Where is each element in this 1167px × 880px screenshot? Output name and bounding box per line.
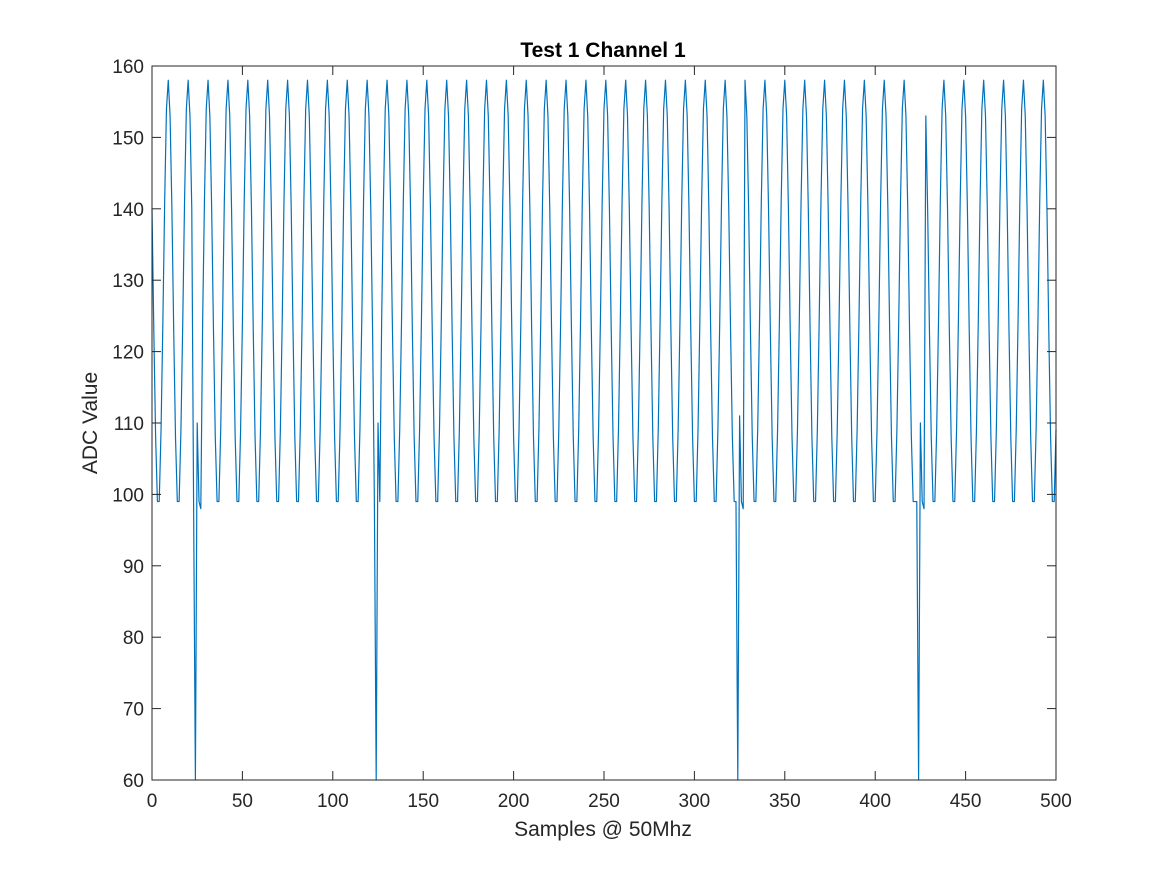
x-tick-label: 450 [950,791,982,812]
y-tick-label: 100 [112,485,144,506]
x-axis-label: Samples @ 50Mhz [514,818,692,841]
x-tick-label: 250 [588,791,620,812]
y-tick-label: 90 [123,557,144,578]
y-tick-label: 160 [112,57,144,78]
y-tick-label: 80 [123,628,144,649]
x-tick-label: 500 [1040,791,1072,812]
y-tick-label: 150 [112,128,144,149]
y-tick-label: 60 [123,771,144,792]
x-tick-label: 200 [498,791,530,812]
x-tick-label: 100 [317,791,349,812]
x-tick-label: 400 [859,791,891,812]
y-tick-label: 70 [123,700,144,721]
x-tick-label: 0 [147,791,158,812]
x-tick-label: 300 [679,791,711,812]
chart-title: Test 1 Channel 1 [520,39,686,62]
y-tick-label: 130 [112,271,144,292]
y-axis: 60 70 80 90 100 110 120 130 140 150 160 [112,57,1056,792]
series-line [151,79,1057,781]
y-tick-label: 140 [112,200,144,221]
x-tick-label: 350 [769,791,801,812]
x-axis: 0 50 100 150 200 250 300 350 400 450 500 [147,66,1072,812]
x-tick-label: 150 [407,791,439,812]
x-tick-label: 50 [232,791,253,812]
y-tick-label: 110 [114,414,144,435]
y-axis-label: ADC Value [79,372,102,474]
y-tick-label: 120 [112,343,144,364]
